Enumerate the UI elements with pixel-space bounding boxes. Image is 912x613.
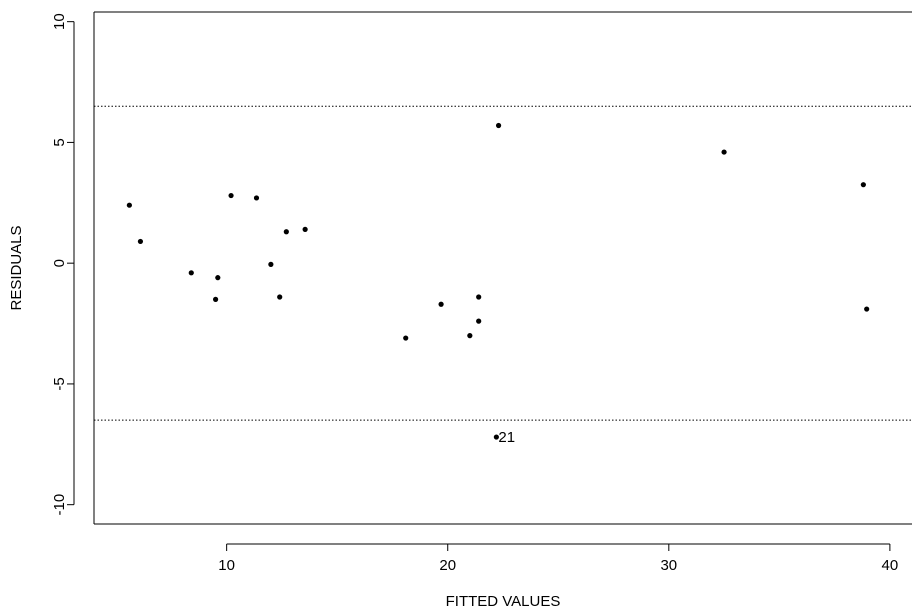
data-point bbox=[493, 434, 499, 440]
reference-lines bbox=[94, 105, 912, 421]
y-tick-label: 0 bbox=[51, 259, 68, 267]
x-axis-label: FITTED VALUES bbox=[446, 593, 561, 610]
data-point bbox=[215, 275, 221, 281]
data-point bbox=[864, 306, 870, 312]
data-point bbox=[283, 229, 289, 235]
data-point bbox=[476, 294, 482, 300]
data-points: 21 bbox=[126, 122, 870, 446]
data-point bbox=[302, 226, 308, 232]
data-point bbox=[438, 301, 444, 307]
y-tick-label: -5 bbox=[51, 377, 68, 390]
data-point bbox=[277, 294, 283, 300]
y-axis-label: RESIDUALS bbox=[8, 225, 25, 310]
data-point bbox=[467, 333, 473, 339]
data-point bbox=[268, 261, 274, 267]
x-tick-label: 10 bbox=[218, 557, 235, 574]
data-point bbox=[228, 192, 234, 199]
data-point bbox=[476, 318, 482, 324]
data-point bbox=[212, 296, 219, 302]
y-tick-label: -10 bbox=[51, 494, 68, 516]
x-tick-label: 20 bbox=[439, 557, 456, 574]
data-point bbox=[137, 238, 144, 245]
y-axis: -10 -5 0 5 10 bbox=[51, 13, 75, 516]
point-label: 21 bbox=[498, 429, 515, 446]
y-tick-label: 5 bbox=[51, 138, 68, 146]
data-point bbox=[495, 122, 502, 129]
data-point bbox=[126, 202, 132, 208]
data-point bbox=[253, 195, 260, 201]
x-tick-label: 30 bbox=[660, 557, 677, 574]
data-point bbox=[860, 182, 866, 188]
data-point bbox=[403, 335, 409, 341]
x-axis: 10 20 30 40 bbox=[218, 543, 899, 574]
x-tick-label: 40 bbox=[882, 557, 899, 574]
y-tick-label: 10 bbox=[51, 13, 68, 30]
data-point bbox=[188, 270, 194, 276]
data-point bbox=[721, 149, 727, 155]
